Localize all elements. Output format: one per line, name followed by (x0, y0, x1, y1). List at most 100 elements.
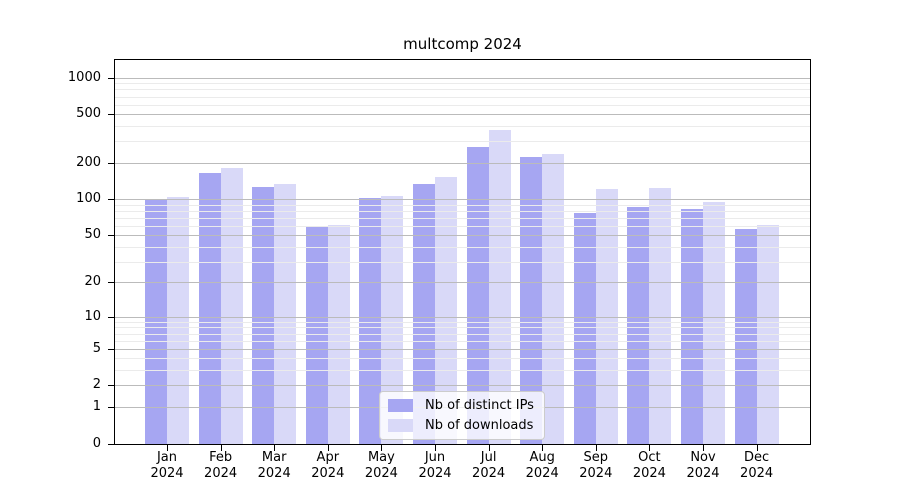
major-gridline (115, 348, 810, 350)
minor-gridline (115, 327, 810, 329)
minor-gridline (115, 370, 810, 372)
major-gridline (115, 316, 810, 318)
x-tick-label-mar: Mar 2024 (244, 450, 304, 482)
y-tick (108, 385, 114, 387)
bar-downloads-feb (220, 168, 243, 444)
bar-downloads-jul (488, 130, 511, 444)
x-tick-month: Nov (690, 450, 716, 465)
x-tick-label-aug: Aug 2024 (512, 450, 572, 482)
x-tick-year: 2024 (686, 466, 720, 481)
plot-area (114, 59, 811, 445)
x-tick-label-nov: Nov 2024 (673, 450, 733, 482)
y-tick (108, 114, 114, 116)
x-tick-label-feb: Feb 2024 (191, 450, 251, 482)
minor-gridline (115, 217, 810, 219)
bar-ips-feb (198, 172, 221, 444)
x-tick-month: Apr (316, 450, 340, 465)
major-gridline (115, 162, 810, 164)
y-tick-label: 5 (92, 340, 101, 356)
y-tick (108, 443, 114, 445)
legend: Nb of distinct IPs Nb of downloads (379, 391, 545, 440)
bar-ips-jul (466, 146, 489, 444)
x-tick-year: 2024 (632, 466, 666, 481)
bar-ips-jun (413, 183, 435, 444)
major-gridline (115, 385, 810, 387)
bar-ips-mar (252, 187, 275, 444)
major-gridline (115, 114, 810, 116)
bar-downloads-jun (435, 177, 457, 444)
x-tick-year: 2024 (150, 466, 184, 481)
bar-ips-apr (305, 226, 328, 444)
y-tick-label: 20 (84, 274, 101, 290)
x-tick (756, 445, 758, 451)
bar-ips-aug (520, 156, 543, 444)
x-tick (327, 445, 329, 451)
x-tick-month: Aug (529, 450, 555, 465)
x-tick (220, 445, 222, 451)
x-tick-year: 2024 (472, 466, 506, 481)
x-tick-month: May (367, 450, 395, 465)
x-tick-label-apr: Apr 2024 (298, 450, 358, 482)
x-tick-month: Jul (480, 450, 497, 465)
y-tick-label: 1000 (67, 69, 101, 85)
minor-gridline (115, 358, 810, 360)
legend-label-distinct-ips: Nb of distinct IPs (425, 398, 534, 413)
minor-gridline (115, 83, 810, 85)
x-tick-year: 2024 (740, 466, 774, 481)
major-gridline (115, 77, 810, 79)
x-tick (703, 445, 704, 451)
x-tick (274, 445, 276, 451)
bar-downloads-sep (595, 189, 618, 444)
x-tick-label-jan: Jan 2024 (137, 450, 197, 482)
y-tick (108, 316, 114, 318)
bar-ips-may (359, 198, 382, 444)
minor-gridline (115, 210, 810, 212)
y-tick (108, 406, 114, 408)
minor-gridline (115, 104, 810, 106)
x-tick-label-sep: Sep 2024 (566, 450, 626, 482)
major-gridline (115, 235, 810, 237)
x-tick-label-may: May 2024 (351, 450, 411, 482)
x-tick-year: 2024 (364, 466, 398, 481)
x-tick (435, 445, 436, 451)
x-tick-year: 2024 (418, 466, 452, 481)
x-tick (595, 445, 597, 451)
minor-gridline (115, 141, 810, 143)
minor-gridline (115, 126, 810, 128)
x-tick-year: 2024 (311, 466, 345, 481)
bar-ips-dec (734, 228, 757, 444)
y-tick-label: 10 (84, 308, 101, 324)
x-tick-year: 2024 (579, 466, 613, 481)
y-tick-label: 500 (76, 106, 101, 122)
bar-ips-oct (627, 207, 650, 444)
y-tick-label: 100 (76, 191, 101, 207)
legend-swatch-downloads (388, 419, 413, 432)
y-tick-label: 50 (84, 227, 101, 243)
x-tick-label-jul: Jul 2024 (459, 450, 519, 482)
major-gridline (115, 199, 810, 201)
x-tick (381, 445, 383, 451)
minor-gridline (115, 261, 810, 263)
x-tick-label-oct: Oct 2024 (619, 450, 679, 482)
minor-gridline (115, 204, 810, 206)
bar-downloads-jan (167, 197, 189, 444)
legend-item-downloads: Nb of downloads (388, 418, 534, 433)
bar-downloads-aug (542, 153, 565, 444)
x-tick-month: Jun (424, 450, 446, 465)
bar-downloads-mar (274, 183, 297, 444)
x-tick-year: 2024 (525, 466, 559, 481)
y-tick-label: 200 (76, 154, 101, 170)
x-tick-month: Dec (744, 450, 770, 465)
y-tick-label: 1 (92, 398, 101, 414)
bar-downloads-oct (649, 187, 672, 444)
major-gridline (115, 282, 810, 284)
x-tick (488, 445, 490, 451)
bar-ips-nov (681, 208, 703, 444)
x-tick (167, 445, 168, 451)
x-tick-year: 2024 (204, 466, 238, 481)
y-tick (108, 199, 114, 201)
chart-title: multcomp 2024 (403, 35, 522, 53)
minor-gridline (115, 89, 810, 91)
x-tick-label-dec: Dec 2024 (727, 450, 787, 482)
y-tick-label: 2 (92, 377, 101, 393)
